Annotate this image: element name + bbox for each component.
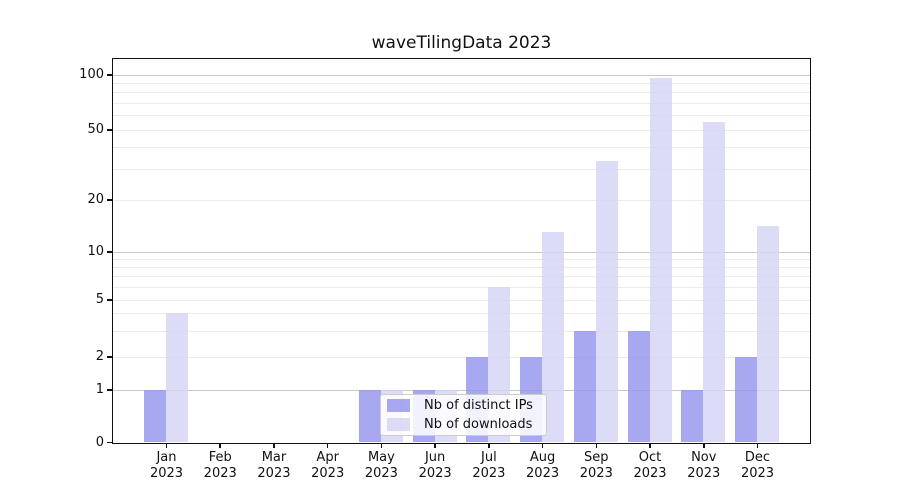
x-axis-tick xyxy=(541,444,544,448)
bar-distinct-ips-dec xyxy=(734,356,757,442)
x-tick-label-mar: Mar 2023 xyxy=(257,450,291,481)
bar-downloads-nov xyxy=(703,121,726,442)
y-axis-tick xyxy=(107,441,112,444)
minor-gridline xyxy=(113,168,810,170)
y-axis-tick xyxy=(107,74,112,76)
y-tick-label: 0 xyxy=(95,434,104,450)
bar-distinct-ips-nov xyxy=(681,389,704,442)
y-tick-label: 5 xyxy=(95,292,104,307)
x-tick-label-feb: Feb 2023 xyxy=(203,450,237,481)
x-tick-label-aug: Aug 2023 xyxy=(526,450,560,481)
minor-gridline xyxy=(113,102,810,104)
y-axis-tick xyxy=(107,356,112,358)
major-gridline xyxy=(113,389,810,391)
chart-title: waveTilingData 2023 xyxy=(371,33,552,53)
x-tick-label-sep: Sep 2023 xyxy=(579,450,613,481)
minor-gridline xyxy=(113,299,810,301)
bar-downloads-sep xyxy=(595,161,618,442)
x-axis-tick xyxy=(649,444,651,448)
y-axis-tick xyxy=(107,199,112,201)
y-tick-label: 2 xyxy=(95,349,104,364)
y-tick-label: 20 xyxy=(87,192,104,207)
x-axis-tick xyxy=(703,444,705,448)
minor-gridline xyxy=(113,82,810,84)
minor-gridline xyxy=(113,313,810,315)
bar-downloads-aug xyxy=(542,231,565,442)
minor-gridline xyxy=(113,92,810,94)
y-axis-tick xyxy=(107,389,112,391)
minor-gridline xyxy=(113,286,810,288)
x-axis-tick xyxy=(595,444,598,448)
x-tick-label-apr: Apr 2023 xyxy=(311,450,345,481)
distinct-ips-swatch-icon xyxy=(387,399,410,412)
bar-distinct-ips-may xyxy=(358,389,381,442)
minor-gridline xyxy=(113,199,810,201)
minor-gridline xyxy=(113,331,810,333)
x-tick-label-may: May 2023 xyxy=(364,450,398,481)
bar-distinct-ips-jan xyxy=(144,389,166,442)
legend: Nb of distinct IPs Nb of downloads xyxy=(380,394,547,436)
plot-area xyxy=(112,58,811,444)
x-tick-label-oct: Oct 2023 xyxy=(633,450,667,481)
y-axis-tick xyxy=(107,299,112,301)
x-axis-tick xyxy=(219,444,221,448)
x-axis-tick xyxy=(380,444,383,448)
bar-downloads-oct xyxy=(649,77,672,442)
x-axis-tick xyxy=(756,444,759,448)
legend-row-distinct-ips: Nb of distinct IPs xyxy=(387,398,538,413)
minor-gridline xyxy=(113,266,810,268)
x-axis-tick xyxy=(434,444,436,448)
minor-gridline xyxy=(113,129,810,131)
downloads-swatch-icon xyxy=(387,418,410,431)
y-tick-label: 50 xyxy=(87,122,104,137)
x-tick-label-jul: Jul 2023 xyxy=(472,450,506,481)
x-tick-label-dec: Dec 2023 xyxy=(740,450,775,481)
bar-downloads-dec xyxy=(756,226,779,442)
bar-distinct-ips-oct xyxy=(627,331,650,442)
legend-label-downloads: Nb of downloads xyxy=(424,417,533,432)
bar-downloads-jan xyxy=(166,313,188,442)
bar-distinct-ips-sep xyxy=(573,331,596,442)
minor-gridline xyxy=(113,146,810,148)
y-tick-label: 1 xyxy=(95,382,104,397)
y-tick-label: 10 xyxy=(87,244,104,259)
x-axis-tick xyxy=(273,444,275,448)
x-axis-tick xyxy=(488,444,490,448)
y-tick-label: 100 xyxy=(79,67,104,82)
legend-row-downloads: Nb of downloads xyxy=(387,417,538,432)
x-axis-tick xyxy=(326,444,329,448)
major-gridline xyxy=(113,74,810,76)
y-axis-tick xyxy=(107,251,112,253)
major-gridline xyxy=(113,251,810,253)
minor-gridline xyxy=(113,356,810,358)
x-tick-label-jan: Jan 2023 xyxy=(149,450,184,481)
y-axis-tick xyxy=(107,129,112,131)
legend-label-distinct-ips: Nb of distinct IPs xyxy=(424,398,533,413)
x-tick-label-jun: Jun 2023 xyxy=(418,450,452,481)
minor-gridline xyxy=(113,276,810,278)
x-tick-label-nov: Nov 2023 xyxy=(687,450,721,481)
minor-gridline xyxy=(113,258,810,260)
x-axis-tick xyxy=(165,444,168,448)
minor-gridline xyxy=(113,115,810,117)
